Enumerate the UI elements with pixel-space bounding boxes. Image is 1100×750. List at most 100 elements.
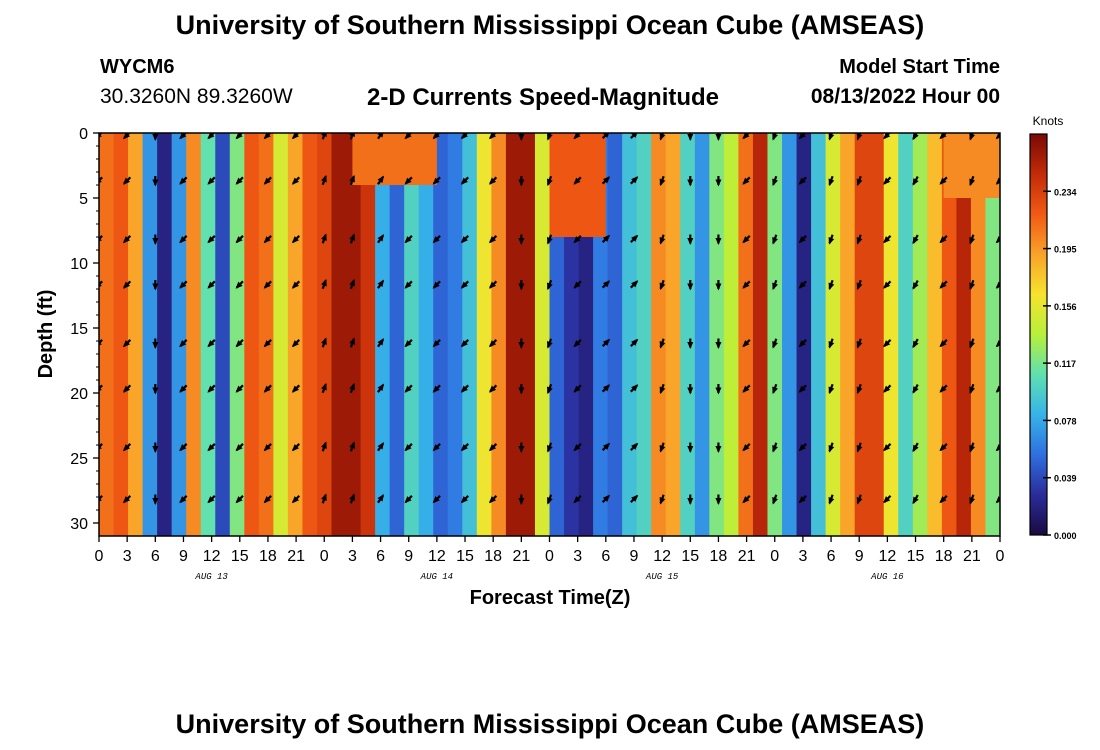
colorbar: 0.000 0.039 0.078 0.117 0.156 0.195 0.234 xyxy=(1029,133,1077,541)
x-tick-label: 12 xyxy=(203,548,221,565)
current-arrow-head xyxy=(912,496,919,505)
date-label: AUG 15 xyxy=(645,572,679,582)
current-arrow-head xyxy=(828,133,835,141)
heatmap-cell xyxy=(375,133,391,536)
current-arrow-head xyxy=(235,133,243,140)
current-arrow-head xyxy=(349,233,355,241)
current-arrow-head xyxy=(460,444,468,452)
current-arrow-head xyxy=(460,133,468,140)
current-arrow-head xyxy=(912,340,919,349)
current-arrow-head xyxy=(432,281,440,289)
current-arrow-head xyxy=(883,340,891,348)
current-arrow-head xyxy=(263,340,271,348)
heatmap-cell xyxy=(738,133,754,536)
current-arrow-head xyxy=(995,177,1000,185)
current-arrow-head xyxy=(546,178,553,187)
surface-layer-cell xyxy=(352,133,437,185)
current-arrow-head xyxy=(546,445,553,453)
heatmap-cell xyxy=(811,133,827,536)
current-arrow-head xyxy=(349,493,355,501)
current-arrow-head xyxy=(715,179,722,187)
heatmap-cell xyxy=(200,133,216,536)
colorbar-tick-label: 0.117 xyxy=(1054,359,1076,369)
current-arrow-head xyxy=(939,177,947,185)
current-arrow-head xyxy=(235,444,243,452)
x-tick-label: 12 xyxy=(428,548,446,565)
current-arrow-head xyxy=(602,384,611,392)
current-arrow-head xyxy=(856,497,863,505)
current-arrow-head xyxy=(291,340,299,348)
current-arrow-head xyxy=(798,496,806,504)
heatmap-cell xyxy=(491,133,507,536)
current-arrow-head xyxy=(573,177,581,185)
current-arrows xyxy=(99,133,1000,505)
current-arrow-head xyxy=(715,342,722,349)
current-arrow-head xyxy=(883,236,891,244)
x-tick-label: 12 xyxy=(878,548,896,565)
current-arrow-head xyxy=(518,342,525,349)
current-arrow-head xyxy=(798,133,806,140)
current-arrow xyxy=(99,339,103,345)
heatmap-cell xyxy=(636,133,652,536)
y-tick-label: 25 xyxy=(70,451,88,468)
current-arrow-head xyxy=(631,494,639,502)
current-arrow-head xyxy=(152,179,159,187)
current-arrow-head xyxy=(856,237,863,245)
current-arrow-head xyxy=(207,236,215,244)
current-arrow-head xyxy=(321,174,327,183)
current-arrow-head xyxy=(488,385,497,393)
current-arrow-head xyxy=(321,278,327,287)
current-arrow-head xyxy=(432,236,440,244)
current-arrow-head xyxy=(573,236,581,244)
current-arrow-head xyxy=(631,280,639,288)
current-arrow-head xyxy=(546,282,553,291)
model-start-label: Model Start Time xyxy=(839,56,1000,78)
current-arrow-head xyxy=(460,281,468,289)
colorbar-unit-label: Knots xyxy=(1033,114,1064,128)
current-arrow-head xyxy=(432,340,440,348)
current-arrow-head xyxy=(404,340,412,348)
x-tick-label: 3 xyxy=(123,548,132,565)
x-tick-label: 18 xyxy=(935,548,953,565)
current-arrow-head xyxy=(518,179,525,187)
heatmap-cell xyxy=(389,133,405,536)
current-arrow-head xyxy=(179,177,187,185)
current-arrow-head xyxy=(207,281,215,289)
current-arrow xyxy=(99,280,103,287)
current-arrow-head xyxy=(742,340,750,348)
current-arrow-head xyxy=(207,177,215,185)
heatmap-cell xyxy=(898,133,914,536)
heatmap-cell xyxy=(840,133,856,536)
current-arrow-head xyxy=(742,133,750,140)
current-arrow-head xyxy=(742,177,750,185)
current-arrow-head xyxy=(939,385,947,393)
x-tick-label: 15 xyxy=(681,548,699,565)
current-arrow-head xyxy=(122,281,131,289)
colorbar-tick-label: 0.234 xyxy=(1054,187,1077,197)
plot-title: 2-D Currents Speed-Magnitude xyxy=(367,84,720,111)
current-arrow-head xyxy=(207,496,215,504)
x-axis: 0 3 6 9 12 15 18 21 0 3 6 9 12 15 18 21 0 3 6 9 12 15 18 21 0 3 6 9… xyxy=(95,536,1005,582)
date-label: AUG 16 xyxy=(870,572,904,582)
current-arrow-head xyxy=(546,237,553,245)
current-arrow-head xyxy=(152,238,159,245)
current-arrow-head xyxy=(715,446,722,453)
current-arrow-head xyxy=(235,236,243,244)
current-arrow-head xyxy=(291,133,299,140)
current-arrow-head xyxy=(939,281,947,289)
current-arrow-head xyxy=(377,383,385,392)
current-arrow-head xyxy=(179,281,187,289)
current-arrow-head xyxy=(291,177,299,185)
current-arrow-head xyxy=(122,444,131,452)
current-arrow-head xyxy=(263,133,271,140)
heatmap-cell xyxy=(970,133,987,536)
current-arrow-head xyxy=(573,340,581,348)
x-tick-label: 15 xyxy=(907,548,925,565)
current-arrow-head xyxy=(404,281,412,289)
current-arrow-head xyxy=(207,340,215,348)
heatmap-cell xyxy=(883,133,899,536)
heatmap-cell xyxy=(752,133,769,536)
current-arrow-head xyxy=(912,236,919,245)
current-arrow-head xyxy=(321,382,327,391)
